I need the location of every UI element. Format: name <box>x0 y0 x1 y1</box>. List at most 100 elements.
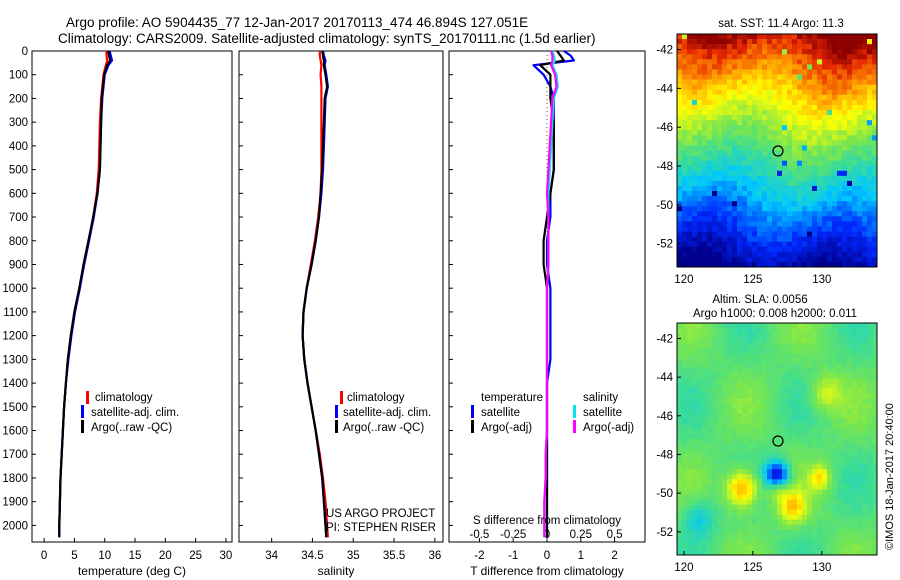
sst-cell <box>752 84 758 91</box>
sla-cell <box>732 459 738 465</box>
sst-cell <box>862 34 868 40</box>
sst-cell <box>687 236 693 242</box>
sla-cell <box>807 469 813 475</box>
sla-cell <box>872 549 878 556</box>
sla-cell <box>827 524 833 531</box>
sst-cell <box>792 170 798 177</box>
sst-cell <box>762 69 768 75</box>
sla-cell <box>732 343 738 349</box>
sst-cell <box>702 84 708 91</box>
sst-cell <box>837 44 843 50</box>
sla-cell <box>867 398 873 404</box>
sla-cell <box>712 323 718 329</box>
sla-cell <box>752 428 758 435</box>
sla-cell <box>822 398 828 404</box>
sla-cell <box>817 433 823 440</box>
sst-cell <box>827 251 833 258</box>
sla-cell <box>822 343 828 349</box>
sst-cell <box>822 69 828 75</box>
sla-cell <box>852 524 858 531</box>
sla-cell <box>707 338 713 344</box>
sst-cell <box>837 115 843 121</box>
sst-cell <box>782 216 788 222</box>
sla-cell <box>677 499 683 505</box>
sla-cell <box>857 479 863 485</box>
sst-cell <box>802 109 808 116</box>
sla-cell <box>822 539 828 546</box>
sst-cell <box>867 170 873 177</box>
sst-cell <box>872 226 878 232</box>
sla-cell <box>832 413 838 420</box>
sst-cell <box>812 99 818 106</box>
sst-cell <box>742 216 748 222</box>
sst-cell <box>832 191 838 197</box>
sst-cell <box>752 109 758 116</box>
sla-cell <box>852 373 858 379</box>
sst-cell <box>777 180 783 187</box>
sla-cell <box>807 459 813 465</box>
sst-cell <box>722 115 728 121</box>
sst-cell <box>762 231 768 237</box>
sla-cell <box>717 449 723 455</box>
sst-cell <box>742 155 748 161</box>
sst-cell <box>692 120 698 126</box>
sla-cell <box>772 348 778 354</box>
sla-cell <box>762 549 768 556</box>
sst-cell <box>682 145 688 151</box>
sla-cell <box>732 479 738 485</box>
sst-cell <box>722 79 728 85</box>
sla-cell <box>852 454 858 460</box>
sst-cell <box>757 185 763 192</box>
sst-cell <box>737 99 743 106</box>
sla-cell <box>787 408 793 415</box>
sst-cell <box>712 145 718 151</box>
sst-cell <box>737 84 743 91</box>
sla-cell <box>822 479 828 485</box>
sst-cell <box>707 226 713 232</box>
sst-cell <box>822 170 828 177</box>
sst-cell <box>742 196 748 202</box>
sst-cell <box>792 39 798 45</box>
sst-cell <box>817 185 823 192</box>
sst-cell <box>782 69 788 75</box>
sst-cell <box>737 120 743 126</box>
sla-cell <box>872 388 878 394</box>
sst-cell <box>677 39 683 45</box>
sst-cell <box>692 115 698 121</box>
sla-cell <box>797 348 803 354</box>
sla-cell <box>682 499 688 505</box>
sst-cell <box>677 165 683 172</box>
sst-cell <box>812 185 818 192</box>
sla-cell <box>747 373 753 379</box>
sla-cell <box>792 393 798 399</box>
sst-cell <box>847 180 853 187</box>
sst-cell <box>732 104 738 111</box>
sst-cell <box>777 104 783 111</box>
sst-cell <box>797 155 803 161</box>
sla-cell <box>702 373 708 379</box>
sla-cell <box>812 433 818 440</box>
sst-cell <box>847 49 853 55</box>
sst-cell <box>737 64 743 70</box>
sla-cell <box>852 474 858 480</box>
sst-cell <box>827 201 833 207</box>
sla-cell <box>742 408 748 415</box>
sst-cell <box>762 130 768 136</box>
sla-cell <box>782 534 788 541</box>
sst-cell <box>847 211 853 217</box>
sla-cell <box>762 418 768 425</box>
sst-cell <box>802 246 808 253</box>
sla-cell <box>702 499 708 505</box>
sla-cell <box>872 544 878 551</box>
sst-cell <box>857 89 863 96</box>
sla-cell <box>802 514 808 520</box>
sst-cell <box>707 165 713 172</box>
sla-cell <box>807 323 813 329</box>
sst-cell <box>872 39 878 45</box>
sla-cell <box>687 504 693 510</box>
sla-cell <box>857 544 863 551</box>
sla-cell <box>782 494 788 500</box>
sla-cell <box>757 484 763 490</box>
sst-cell <box>862 135 868 141</box>
sst-cell <box>697 39 703 45</box>
